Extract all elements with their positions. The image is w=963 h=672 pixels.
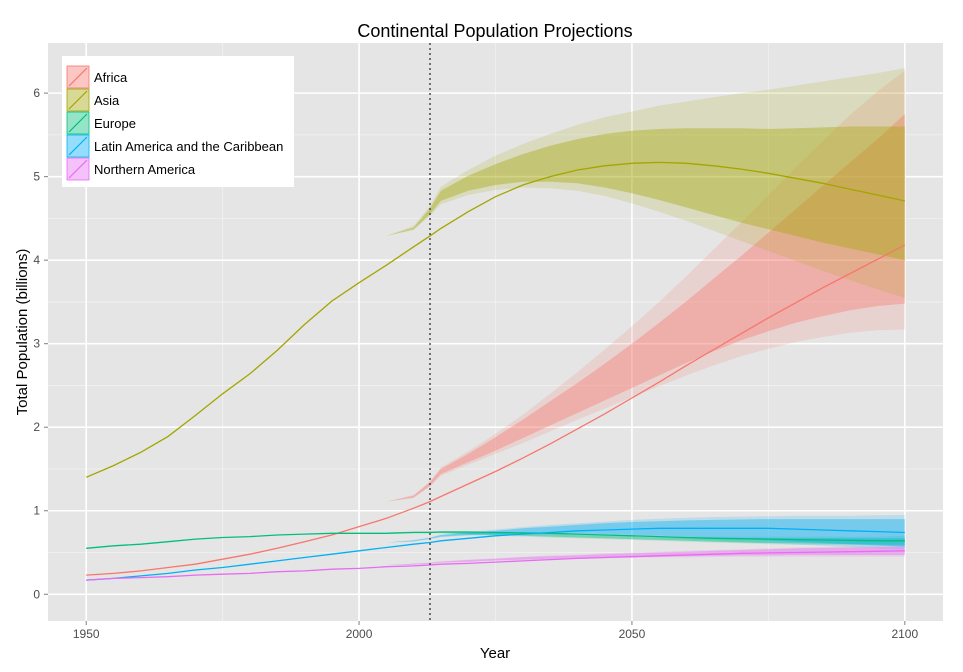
series-line <box>86 550 905 581</box>
series-line <box>86 244 906 576</box>
x-tick-label: 2000 <box>346 627 373 641</box>
x-tick-label: 2100 <box>891 627 918 641</box>
legend-label: Northern America <box>94 162 196 177</box>
band-inner <box>359 531 905 545</box>
legend-key-line <box>68 113 88 133</box>
legend-label: Europe <box>94 116 136 131</box>
legend-label: Latin America and the Caribbean <box>94 139 283 154</box>
legend-key-line <box>68 90 88 110</box>
series-line <box>86 527 905 581</box>
y-tick-label: 3 <box>33 337 40 351</box>
y-tick-label: 1 <box>33 504 40 518</box>
band-inner <box>359 519 905 547</box>
x-axis-title: Year <box>480 645 510 662</box>
series-line <box>86 531 905 549</box>
y-tick-label: 6 <box>33 86 40 100</box>
y-axis: 0 1 2 3 4 5 6 <box>33 86 48 601</box>
band-outer <box>359 70 905 509</box>
x-axis: 1950 2000 2050 2100 <box>73 621 918 641</box>
legend-label: Asia <box>94 93 120 108</box>
y-tick-label: 4 <box>33 253 40 267</box>
legend-label: Africa <box>94 70 128 85</box>
y-axis-title: Total Population (billions) <box>14 249 31 416</box>
x-tick-label: 1950 <box>73 627 100 641</box>
legend-key-line <box>68 159 88 179</box>
legend-key-line <box>68 136 88 156</box>
legend-key-line <box>68 67 88 87</box>
band-outer <box>359 545 905 566</box>
legend-box <box>62 56 294 187</box>
band-outer <box>359 68 905 298</box>
series-line <box>85 161 905 478</box>
chart-title: Continental Population Projections <box>357 21 632 41</box>
x-tick-label: 2050 <box>619 627 646 641</box>
y-tick-label: 5 <box>33 170 40 184</box>
y-tick-label: 2 <box>33 420 40 434</box>
band-outer <box>359 531 905 547</box>
y-tick-label: 0 <box>33 587 40 601</box>
band-inner <box>359 126 905 261</box>
legend: Africa Asia Europe Latin America and the Ca… <box>62 56 294 187</box>
band-inner <box>359 114 905 509</box>
band-outer <box>359 514 905 550</box>
